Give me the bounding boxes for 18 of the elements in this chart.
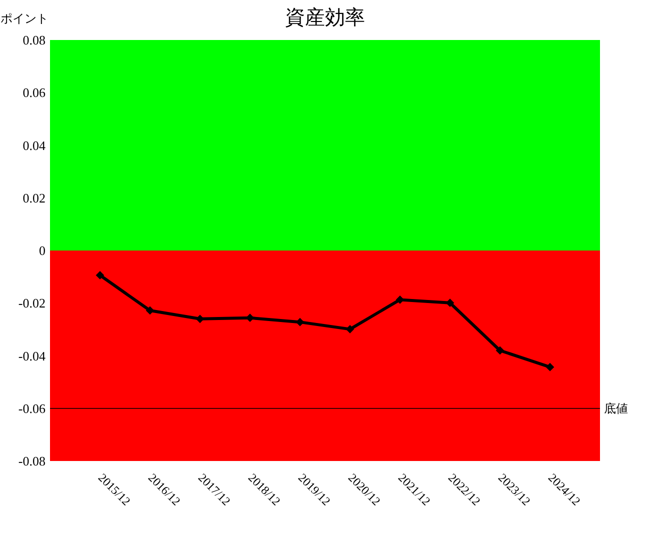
- point: [96, 271, 104, 280]
- y-tick-label: -0.04: [18, 348, 46, 364]
- y-tick-label: 0.04: [22, 138, 46, 153]
- point: [296, 318, 304, 326]
- y-tick-label: 0.08: [22, 32, 46, 48]
- y-axis-title: ポイント: [0, 12, 48, 26]
- y-tick-label: -0.06: [18, 400, 46, 416]
- point: [146, 306, 154, 315]
- y-tick-label: -0.08: [18, 454, 46, 468]
- y-tick-label: 0: [39, 243, 46, 258]
- point: [496, 346, 504, 355]
- y-tick-label: 0.02: [22, 190, 46, 206]
- y-tick-label: 0.06: [22, 85, 46, 100]
- point: [546, 362, 554, 372]
- point: [346, 324, 354, 334]
- y-tick-label: -0.02: [18, 296, 46, 311]
- chart-title: 資産効率: [285, 7, 365, 29]
- ref-line-label: 底値: [604, 401, 628, 416]
